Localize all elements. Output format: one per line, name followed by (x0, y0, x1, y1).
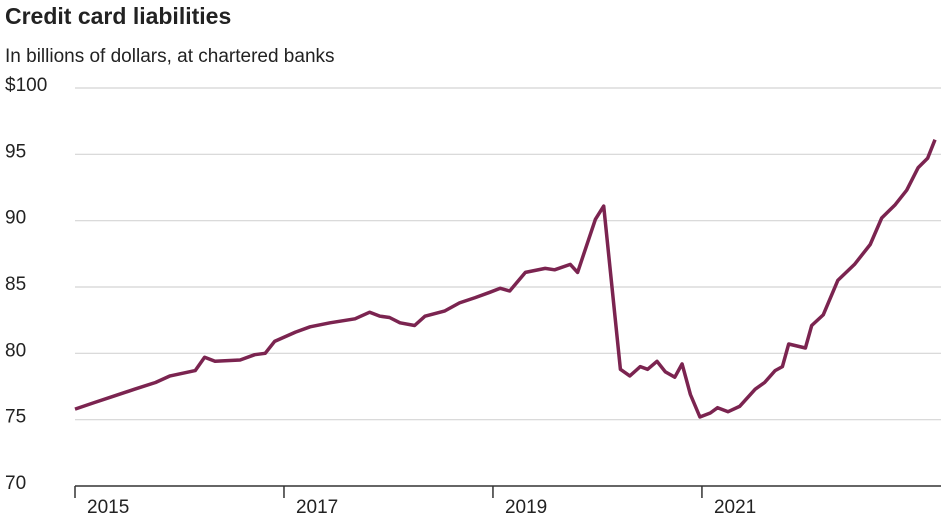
y-tick-label: 95 (5, 141, 26, 162)
y-tick-label: 70 (5, 473, 26, 494)
y-tick-label: 85 (5, 274, 26, 295)
x-tick-label: 2019 (505, 497, 547, 518)
x-tick-label: 2021 (714, 497, 756, 518)
data-line (74, 139, 937, 419)
y-tick-label: 75 (5, 407, 26, 428)
y-tick-label: $100 (5, 75, 47, 96)
y-tick-label: 80 (5, 340, 26, 361)
x-tick-label: 2017 (296, 497, 338, 518)
x-tick-label: 2015 (87, 497, 129, 518)
chart-title: Credit card liabilities (5, 3, 231, 29)
chart-subtitle: In billions of dollars, at chartered ban… (5, 46, 335, 67)
y-tick-label: 90 (5, 208, 26, 229)
